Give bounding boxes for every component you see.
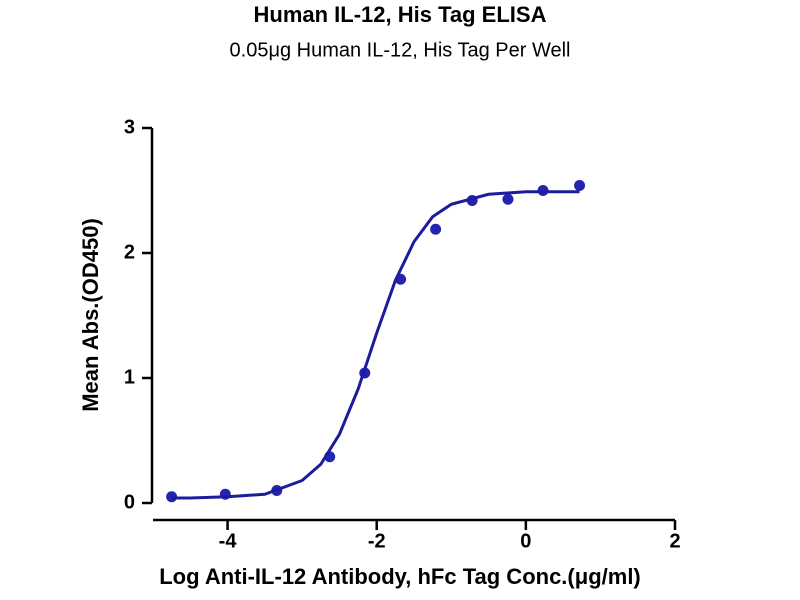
- fit-curve: [171, 190, 580, 500]
- x-tick-label: -2: [368, 530, 386, 552]
- y-tick-label: 2: [124, 241, 135, 263]
- y-tick-label: 3: [124, 116, 135, 138]
- x-tick-label: 0: [520, 530, 531, 552]
- y-axis-label: Mean Abs.(OD450): [78, 218, 103, 412]
- y-tick-label: 1: [124, 366, 135, 388]
- data-point: [502, 193, 514, 205]
- data-point: [430, 223, 442, 235]
- x-axis-label: Log Anti-IL-12 Antibody, hFc Tag Conc.(μ…: [159, 564, 641, 589]
- chart-subtitle: 0.05μg Human IL-12, His Tag Per Well: [230, 39, 571, 61]
- chart-title: Human IL-12, His Tag ELISA: [254, 2, 547, 27]
- x-tick-label: -4: [219, 530, 238, 552]
- x-tick-label: 2: [669, 530, 680, 552]
- y-tick-label: 0: [124, 491, 135, 513]
- data-point: [574, 180, 586, 191]
